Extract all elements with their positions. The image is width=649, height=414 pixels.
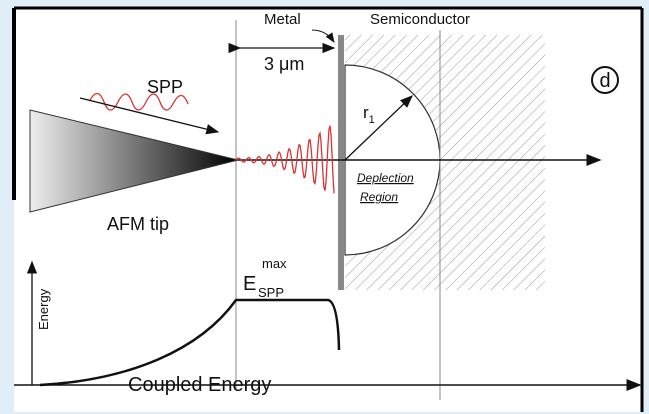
width-label: 3 μm (264, 54, 304, 74)
metal-layer (338, 35, 344, 290)
emax-sub: SPP (258, 285, 284, 300)
depletion-label: Deplection (357, 171, 414, 185)
semiconductor-label: Semiconductor (370, 11, 470, 28)
coupled-energy-label: Coupled Energy (128, 374, 271, 396)
panel (14, 8, 642, 412)
emax-label: E (243, 273, 256, 295)
panel-label: d (599, 70, 610, 92)
spp-label: SPP (147, 77, 183, 97)
emax-sup: max (262, 256, 287, 271)
diagram: Metal Semiconductor 3 μm SPP r1 d Deplec… (0, 0, 649, 414)
metal-label: Metal (264, 11, 301, 28)
tip-label: AFM tip (107, 214, 169, 234)
region-label: Region (360, 190, 398, 204)
energy-axis-label: Energy (36, 288, 51, 330)
